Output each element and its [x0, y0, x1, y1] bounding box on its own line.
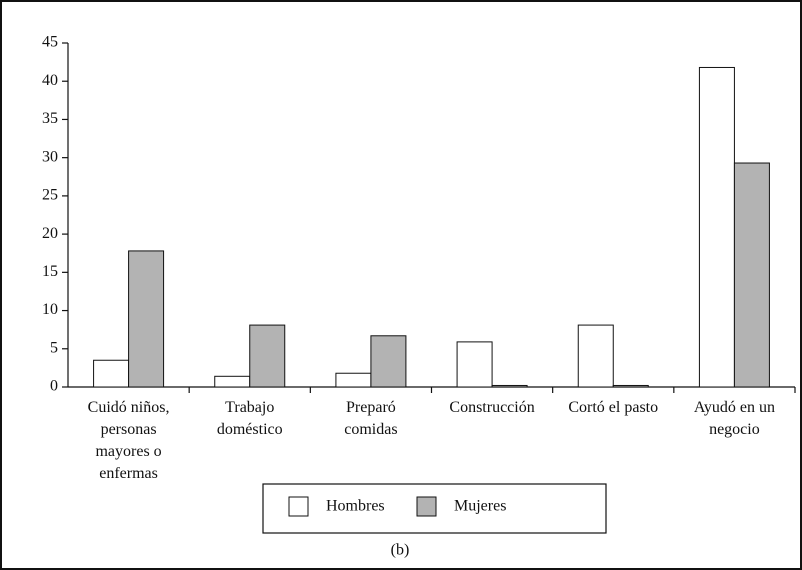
legend-swatch — [416, 496, 437, 517]
bar — [577, 324, 614, 388]
y-tick-label: 30 — [42, 148, 58, 165]
x-tick-label: Ayudó en un negocio — [693, 399, 775, 438]
y-tick-label: 35 — [42, 110, 58, 127]
legend-label: Hombres — [326, 498, 385, 515]
bar — [249, 324, 286, 388]
bar — [214, 375, 251, 388]
bar — [491, 384, 528, 388]
caption: (b) — [391, 542, 410, 559]
x-tick-label: Trabajo doméstico — [216, 399, 283, 438]
bar — [335, 372, 372, 388]
y-tick-label: 25 — [42, 187, 58, 204]
bar — [698, 66, 735, 388]
x-tick-label: Cuidó niños, personas mayores o enfermas — [87, 399, 170, 482]
y-tick-label: 10 — [42, 301, 58, 318]
bar — [612, 384, 649, 388]
bar — [733, 162, 770, 388]
bar — [370, 335, 407, 388]
y-tick-label: 5 — [50, 339, 58, 356]
x-tick-label: Preparó comidas — [344, 399, 398, 438]
y-tick-label: 40 — [42, 72, 58, 89]
bar — [456, 341, 493, 388]
y-tick-label: 45 — [42, 34, 58, 51]
x-tick-label: Cortó el pasto — [568, 399, 659, 416]
legend-label: Mujeres — [454, 498, 506, 515]
bar — [128, 250, 165, 388]
bar — [93, 359, 130, 388]
legend-swatch — [288, 496, 309, 517]
x-tick-label: Construcción — [449, 399, 535, 416]
y-tick-label: 15 — [42, 263, 58, 280]
y-tick-label: 20 — [42, 225, 58, 242]
y-tick-label: 0 — [50, 378, 58, 395]
